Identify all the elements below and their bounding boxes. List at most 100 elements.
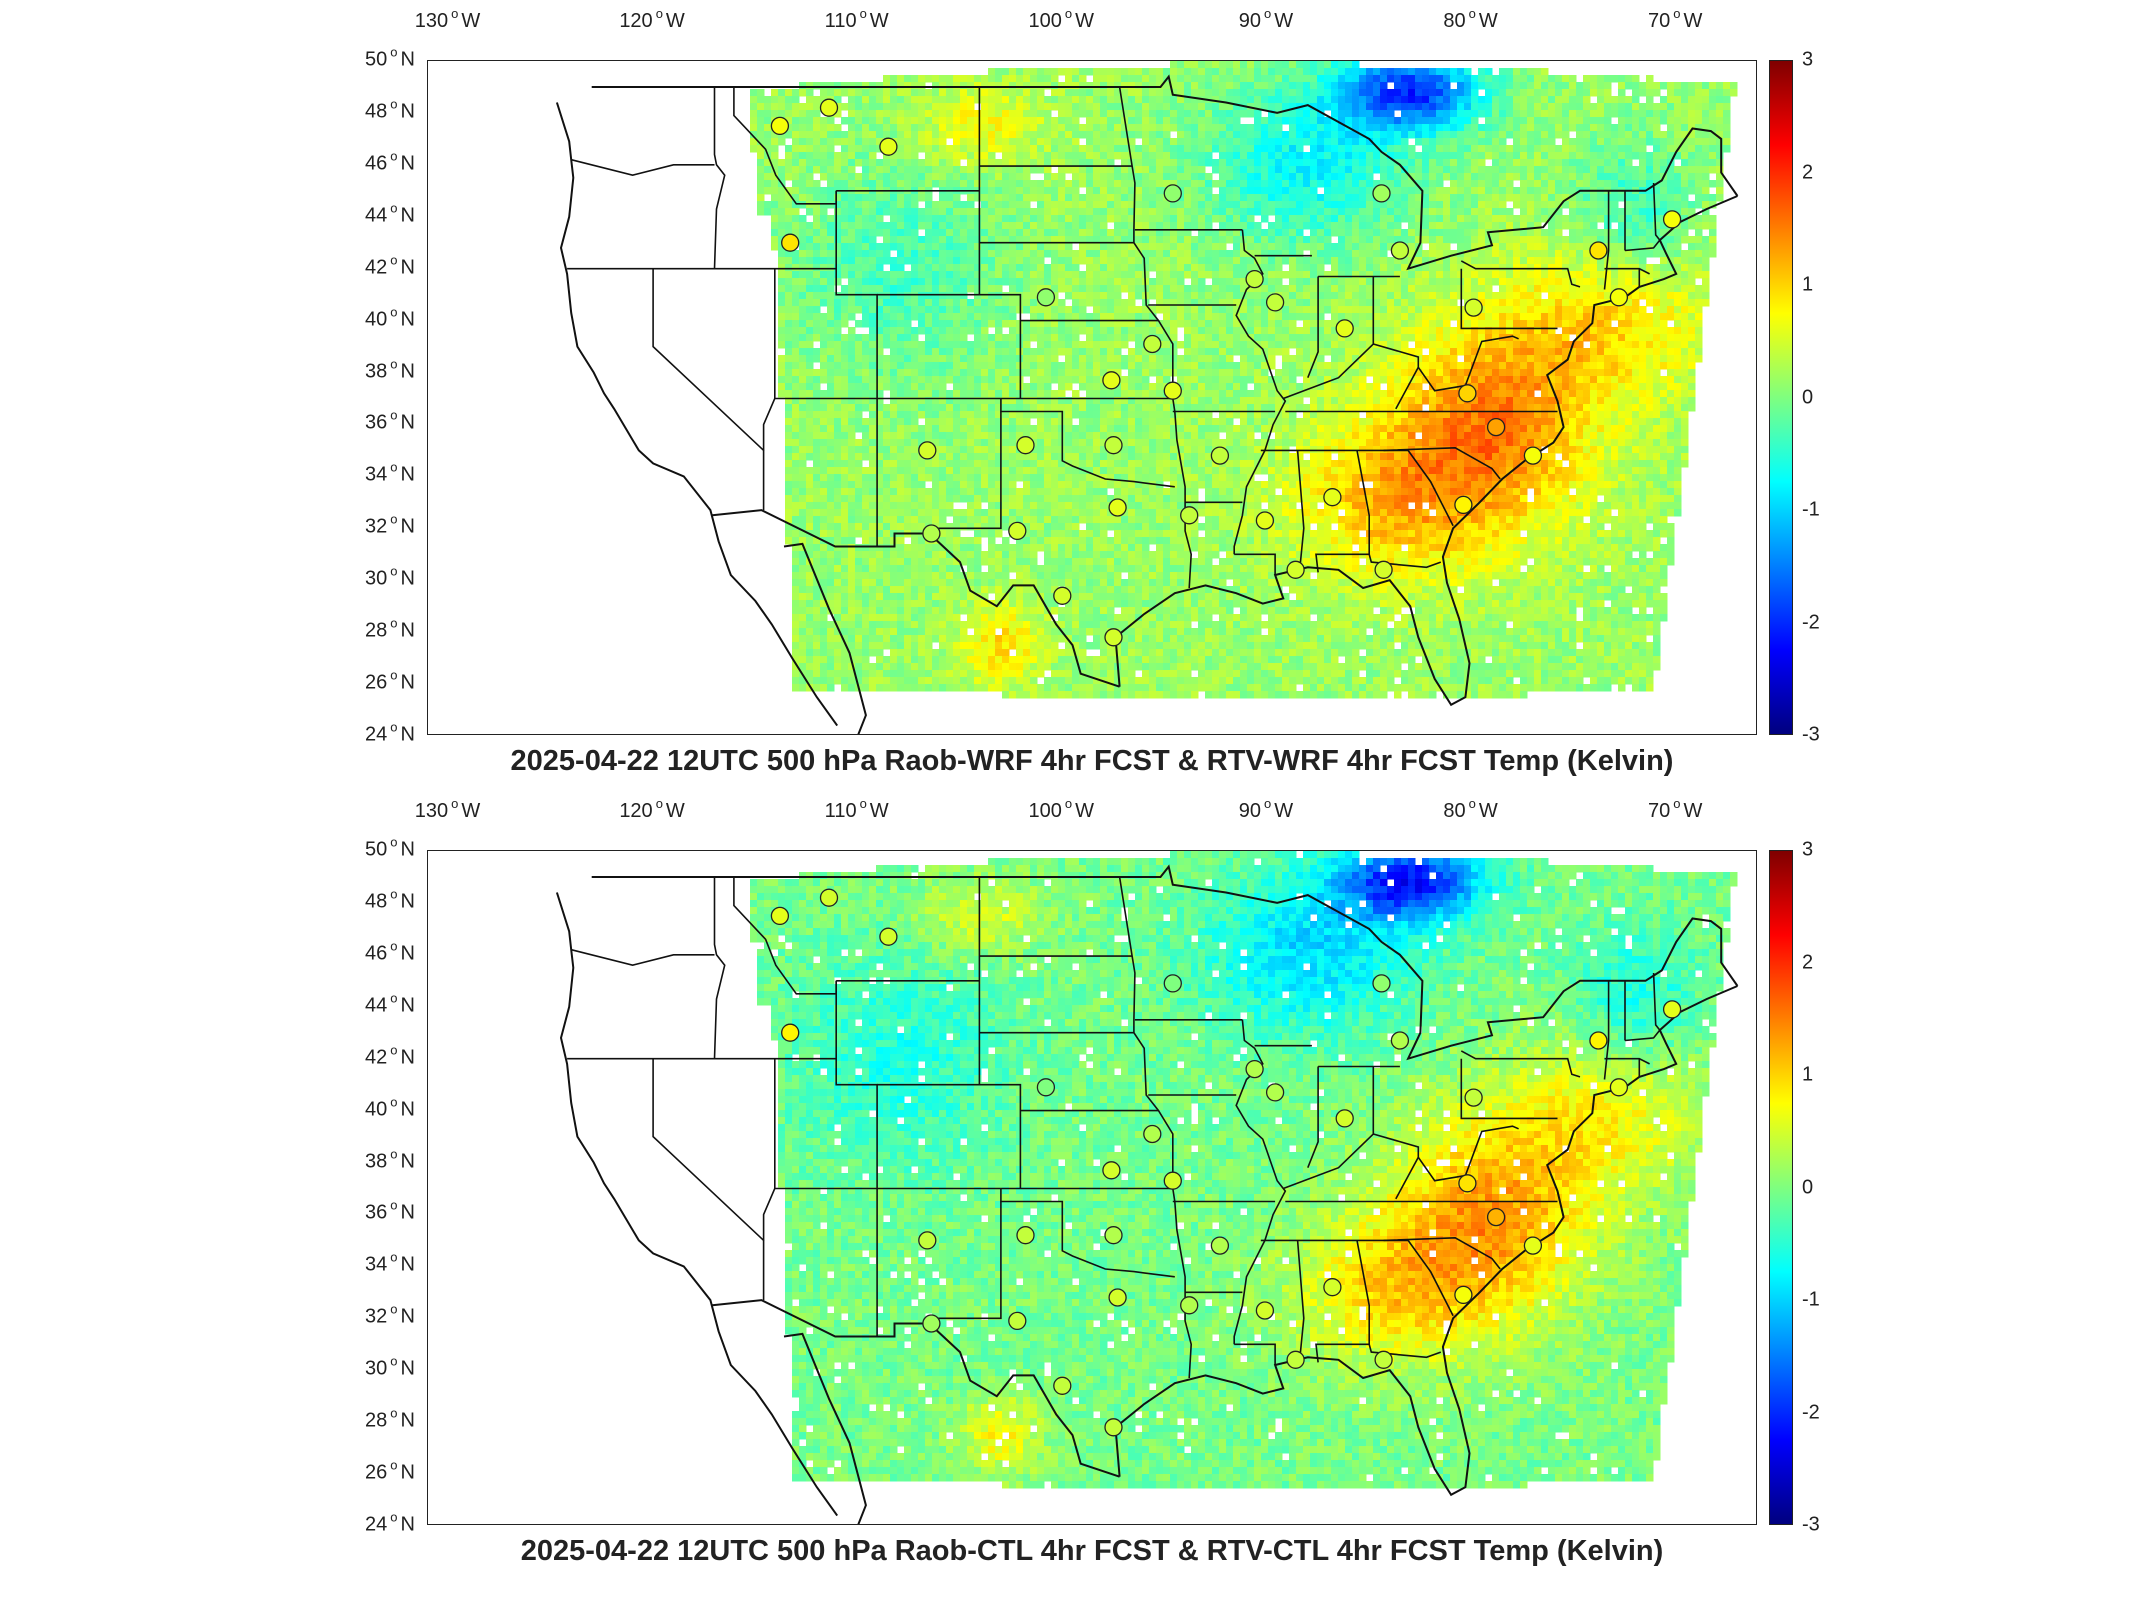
raob-station-marker (1286, 560, 1305, 579)
raob-station-marker (1323, 488, 1342, 507)
raob-station-marker (770, 116, 790, 136)
raob-station-marker (922, 1314, 941, 1333)
lat-tick-value: 34 (365, 1254, 387, 1276)
raob-station-marker (922, 524, 941, 543)
colorbar-tick-label: 3 (1802, 839, 1813, 862)
lat-tick-hemisphere: N (400, 620, 414, 642)
raob-station-marker (918, 1231, 937, 1250)
map-panel-bottom: 2025-04-22 12UTC 500 hPa Raob-CTL 4hr FC… (0, 790, 2133, 1590)
colorbar-tick-label: -3 (1802, 1514, 1820, 1537)
map-outlines (555, 864, 1739, 1524)
lon-tick-hemisphere: W (870, 10, 889, 32)
raob-station-marker (1265, 293, 1285, 312)
colorbar (1769, 60, 1793, 735)
lon-tick-label: 90 o W (1239, 796, 1293, 823)
raob-station-marker (1210, 1236, 1230, 1255)
lon-tick-hemisphere: W (461, 10, 480, 32)
lat-tick-label: 48 o N (365, 886, 415, 913)
raob-station-marker (1163, 974, 1182, 993)
raob-station-marker (1662, 1000, 1682, 1019)
lat-tick-hemisphere: N (400, 994, 414, 1016)
lat-tick-hemisphere: N (400, 839, 414, 861)
lat-tick-hemisphere: N (400, 1202, 414, 1224)
lat-tick-label: 28 o N (365, 616, 415, 643)
map-frame (427, 60, 1757, 735)
raob-station-marker (1008, 1311, 1027, 1331)
lat-tick-hemisphere: N (400, 1306, 414, 1328)
lat-tick-hemisphere: N (400, 568, 414, 590)
lat-tick-hemisphere: N (400, 1098, 414, 1120)
raob-station-marker (1180, 1296, 1199, 1315)
colorbar-tick-label: 2 (1802, 951, 1813, 974)
raob-station-marker (1372, 184, 1391, 203)
colorbar-tick-label: -2 (1802, 611, 1820, 634)
lat-tick-value: 50 (365, 49, 387, 71)
raob-station-marker (1486, 1207, 1506, 1227)
lon-tick-hemisphere: W (1075, 10, 1094, 32)
raob-station-marker (781, 233, 800, 252)
lat-tick-hemisphere: N (400, 1410, 414, 1432)
raob-station-marker (1335, 319, 1354, 338)
raob-station-marker (1486, 417, 1506, 437)
lon-tick-value: 100 (1029, 10, 1062, 32)
raob-station-marker (1210, 446, 1230, 465)
raob-station-marker (819, 888, 839, 907)
raob-station-marker (879, 137, 898, 156)
raob-station-marker (1102, 371, 1121, 390)
raob-station-marker (1374, 560, 1393, 579)
lat-tick-value: 50 (365, 839, 387, 861)
lat-tick-value: 36 (365, 412, 387, 434)
lon-tick-label: 80 o W (1443, 796, 1497, 823)
lat-tick-hemisphere: N (400, 1514, 414, 1536)
lat-tick-value: 32 (365, 516, 387, 538)
lat-tick-hemisphere: N (400, 308, 414, 330)
raob-station-marker (1053, 586, 1072, 605)
raob-station-marker (1454, 1285, 1473, 1305)
raob-station-marker (1102, 1161, 1121, 1180)
lat-tick-value: 24 (365, 724, 387, 746)
raob-station-marker (1053, 1376, 1072, 1395)
raob-station-marker (770, 906, 790, 926)
raob-station-marker (1523, 446, 1543, 465)
lat-tick-value: 42 (365, 1046, 387, 1068)
raob-station-marker (1464, 1088, 1483, 1107)
lat-tick-label: 40 o N (365, 304, 415, 331)
lat-tick-value: 38 (365, 1150, 387, 1172)
raob-station-marker (1372, 974, 1391, 993)
lat-tick-hemisphere: N (400, 100, 414, 122)
lat-tick-label: 40 o N (365, 1094, 415, 1121)
lon-tick-label: 130 o W (415, 6, 481, 33)
lon-tick-hemisphere: W (1274, 800, 1293, 822)
colorbar-tick-label: 2 (1802, 161, 1813, 184)
raob-station-marker (1454, 495, 1473, 515)
raob-station-marker (1163, 1171, 1182, 1190)
raob-station-marker (1143, 1124, 1162, 1144)
raob-station-marker (1589, 241, 1608, 260)
lat-tick-label: 38 o N (365, 356, 415, 383)
lat-tick-hemisphere: N (400, 412, 414, 434)
lat-tick-label: 50 o N (365, 45, 415, 72)
lat-tick-hemisphere: N (400, 49, 414, 71)
raob-station-marker (1464, 298, 1483, 317)
lon-tick-hemisphere: W (1274, 10, 1293, 32)
raob-station-marker (1036, 288, 1056, 307)
raob-station-marker (1104, 1226, 1123, 1245)
lat-tick-label: 26 o N (365, 668, 415, 695)
lon-tick-label: 90 o W (1239, 6, 1293, 33)
colorbar (1769, 850, 1793, 1525)
raob-station-marker (1163, 381, 1182, 400)
lon-tick-hemisphere: W (461, 800, 480, 822)
lon-tick-value: 100 (1029, 800, 1062, 822)
lat-tick-hemisphere: N (400, 890, 414, 912)
colorbar-tick-label: 0 (1802, 1176, 1813, 1199)
lat-tick-value: 48 (365, 890, 387, 912)
lat-tick-hemisphere: N (400, 1150, 414, 1172)
lat-tick-value: 30 (365, 1358, 387, 1380)
raob-station-marker (781, 1023, 800, 1042)
lat-tick-value: 30 (365, 568, 387, 590)
raob-station-marker (1245, 1059, 1264, 1079)
raob-station-marker (1265, 1083, 1285, 1102)
lat-tick-hemisphere: N (400, 204, 414, 226)
lon-tick-label: 70 o W (1648, 796, 1702, 823)
lat-tick-label: 34 o N (365, 460, 415, 487)
